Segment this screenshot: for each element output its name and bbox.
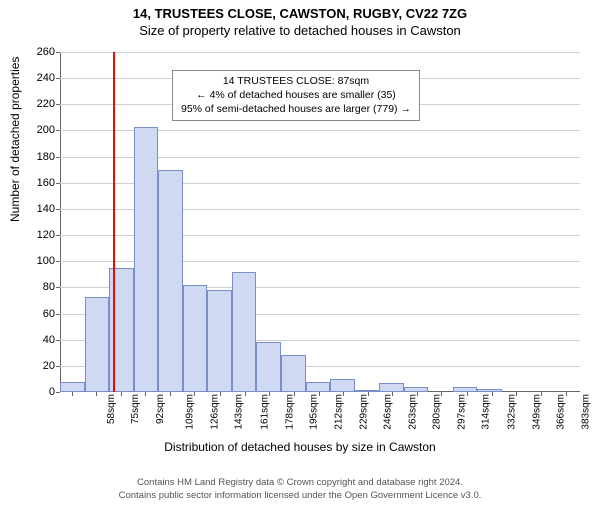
x-tick-label: 195sqm <box>309 394 320 430</box>
y-tick-mark <box>56 287 60 288</box>
x-tick-label: 332sqm <box>507 394 518 430</box>
y-tick-mark <box>56 183 60 184</box>
x-tick-mark <box>96 392 97 396</box>
x-tick-label: 212sqm <box>334 394 345 430</box>
y-tick-label: 80 <box>15 281 55 293</box>
x-tick-label: 229sqm <box>358 394 369 430</box>
x-tick-label: 280sqm <box>432 394 443 430</box>
x-tick-label: 297sqm <box>456 394 467 430</box>
histogram-bar <box>134 127 159 392</box>
footer: Contains HM Land Registry data © Crown c… <box>0 477 600 502</box>
x-tick-mark <box>170 392 171 396</box>
marker-line <box>113 52 115 392</box>
histogram-bar <box>158 170 183 392</box>
histogram-bar <box>477 389 502 392</box>
x-tick-mark <box>121 392 122 396</box>
histogram-bar <box>232 272 257 392</box>
chart-title-line2: Size of property relative to detached ho… <box>0 23 600 38</box>
y-tick-label: 180 <box>15 151 55 163</box>
histogram-bar <box>330 379 355 392</box>
y-tick-label: 200 <box>15 124 55 136</box>
y-tick-label: 20 <box>15 360 55 372</box>
y-tick-mark <box>56 130 60 131</box>
histogram-bar <box>60 382 85 392</box>
histogram-bar <box>281 355 306 392</box>
x-tick-label: 126sqm <box>209 394 220 430</box>
footer-line1: Contains HM Land Registry data © Crown c… <box>0 477 600 489</box>
x-tick-label: 263sqm <box>407 394 418 430</box>
y-tick-label: 160 <box>15 177 55 189</box>
x-tick-mark <box>245 392 246 396</box>
y-tick-mark <box>56 235 60 236</box>
x-tick-label: 314sqm <box>481 394 492 430</box>
x-tick-label: 178sqm <box>284 394 295 430</box>
info-box-line3: 95% of semi-detached houses are larger (… <box>181 102 411 116</box>
y-tick-label: 260 <box>15 46 55 58</box>
y-tick-mark <box>56 78 60 79</box>
info-box: 14 TRUSTEES CLOSE: 87sqm ← 4% of detache… <box>172 70 420 121</box>
x-tick-label: 366sqm <box>556 394 567 430</box>
footer-line2: Contains public sector information licen… <box>0 490 600 502</box>
y-tick-label: 60 <box>15 308 55 320</box>
histogram-bar <box>85 297 110 392</box>
histogram-bar <box>183 285 208 392</box>
x-tick-mark <box>145 392 146 396</box>
x-tick-mark <box>72 392 73 396</box>
chart-container: Number of detached properties 14 TRUSTEE… <box>0 42 600 442</box>
y-tick-mark <box>56 52 60 53</box>
y-tick-mark <box>56 366 60 367</box>
y-tick-mark <box>56 104 60 105</box>
x-tick-label: 383sqm <box>581 394 592 430</box>
y-tick-mark <box>56 261 60 262</box>
y-tick-label: 240 <box>15 72 55 84</box>
info-box-line2: ← 4% of detached houses are smaller (35) <box>181 88 411 102</box>
y-tick-label: 40 <box>15 334 55 346</box>
y-tick-label: 0 <box>15 386 55 398</box>
y-tick-mark <box>56 209 60 210</box>
histogram-bar <box>453 387 478 392</box>
x-tick-label: 161sqm <box>260 394 271 430</box>
x-tick-label: 109sqm <box>185 394 196 430</box>
y-tick-mark <box>56 392 60 393</box>
histogram-bar <box>379 383 404 392</box>
y-tick-mark <box>56 314 60 315</box>
x-tick-label: 75sqm <box>130 394 141 424</box>
histogram-bar <box>256 342 281 392</box>
y-tick-label: 220 <box>15 98 55 110</box>
y-tick-mark <box>56 340 60 341</box>
plot-area: 14 TRUSTEES CLOSE: 87sqm ← 4% of detache… <box>60 52 580 392</box>
x-tick-label: 246sqm <box>383 394 394 430</box>
x-axis-label: Distribution of detached houses by size … <box>0 440 600 454</box>
x-tick-label: 92sqm <box>155 394 166 424</box>
histogram-bar <box>306 382 331 392</box>
gridline <box>60 52 580 53</box>
x-tick-label: 58sqm <box>106 394 117 424</box>
y-axis-line <box>60 52 61 392</box>
chart-title-line1: 14, TRUSTEES CLOSE, CAWSTON, RUGBY, CV22… <box>0 6 600 21</box>
y-tick-mark <box>56 157 60 158</box>
x-tick-label: 143sqm <box>234 394 245 430</box>
x-tick-label: 349sqm <box>531 394 542 430</box>
y-tick-label: 120 <box>15 229 55 241</box>
x-tick-mark <box>492 392 493 396</box>
y-tick-label: 100 <box>15 255 55 267</box>
y-tick-label: 140 <box>15 203 55 215</box>
info-box-line1: 14 TRUSTEES CLOSE: 87sqm <box>181 74 411 88</box>
histogram-bar <box>207 290 232 392</box>
